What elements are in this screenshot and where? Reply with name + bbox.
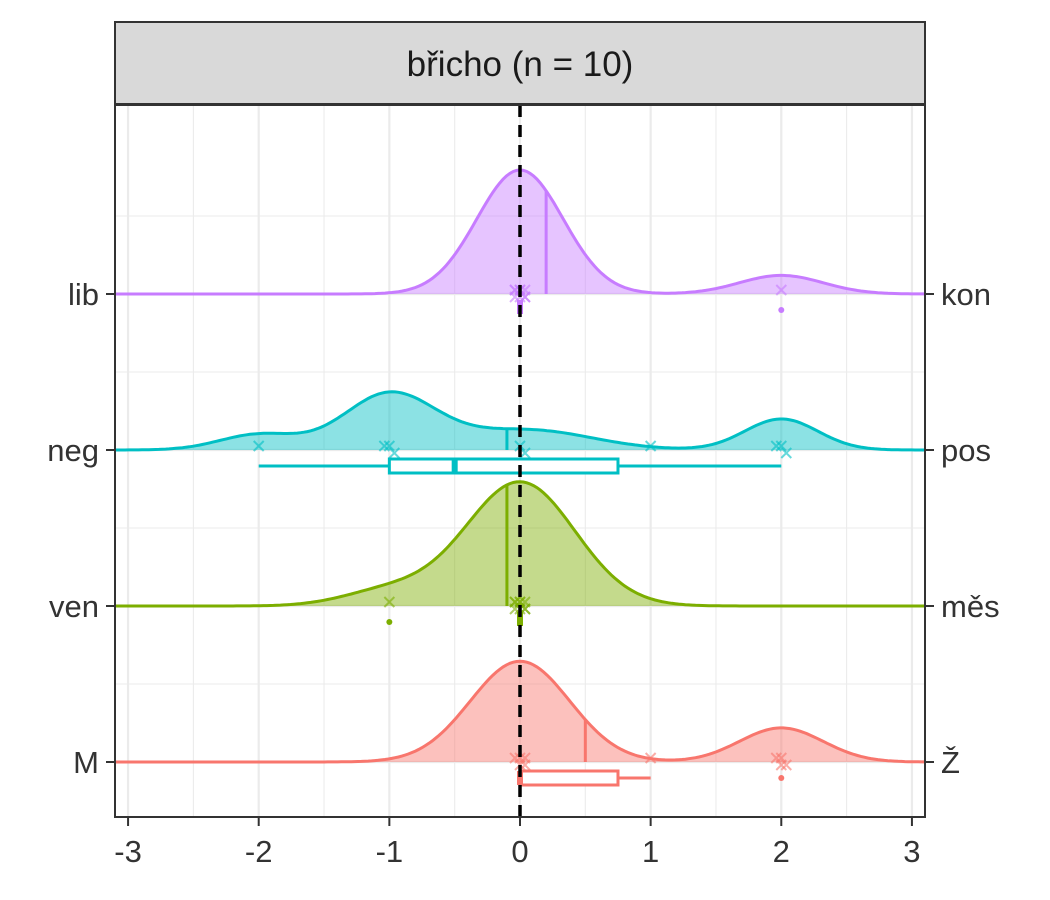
box-collapsed <box>517 612 523 626</box>
y-label-right: měs <box>941 589 1000 624</box>
data-point <box>775 440 787 452</box>
x-tick-label: 1 <box>642 834 659 869</box>
data-point <box>780 447 792 459</box>
outlier-point <box>386 619 393 625</box>
data-point <box>770 752 782 764</box>
outlier-point <box>778 775 785 781</box>
outlier-point <box>778 307 785 313</box>
y-label-left: ven <box>49 589 99 624</box>
data-point <box>770 440 782 452</box>
density-fill <box>115 391 925 450</box>
data-point <box>253 440 265 452</box>
facet-strip <box>114 21 926 105</box>
y-label-left: lib <box>68 277 99 312</box>
data-point <box>644 440 657 452</box>
ridge-ven <box>115 480 925 626</box>
density-fill <box>115 481 925 606</box>
density-curve <box>115 659 925 764</box>
y-label-left: M <box>73 745 99 780</box>
data-point <box>514 596 526 608</box>
y-label-right: pos <box>941 433 991 468</box>
box-body <box>518 769 620 787</box>
facet-strip-title: břicho (n = 10) <box>407 45 634 84</box>
data-point <box>383 596 396 608</box>
x-tick-label: -1 <box>376 834 404 869</box>
x-tick-label: 3 <box>903 834 920 869</box>
data-point <box>388 447 401 459</box>
data-point <box>775 284 787 296</box>
x-tick-label: 0 <box>511 834 528 869</box>
x-tick-label: 2 <box>773 834 790 869</box>
data-point <box>644 752 657 764</box>
data-point <box>378 440 391 452</box>
axes: -3 -2 -1 0 1 2 3 lib kon neg pos ven měs M Ž <box>47 277 999 869</box>
data-point <box>775 759 787 771</box>
x-tick-label: -2 <box>245 834 273 869</box>
y-label-right: kon <box>941 277 991 312</box>
x-tick-label: -3 <box>114 834 142 869</box>
data-point <box>780 759 792 771</box>
data-point <box>383 440 396 452</box>
y-label-right: Ž <box>941 745 960 780</box>
y-label-left: neg <box>47 433 99 468</box>
box-body <box>387 457 620 475</box>
density-curve <box>115 480 925 608</box>
